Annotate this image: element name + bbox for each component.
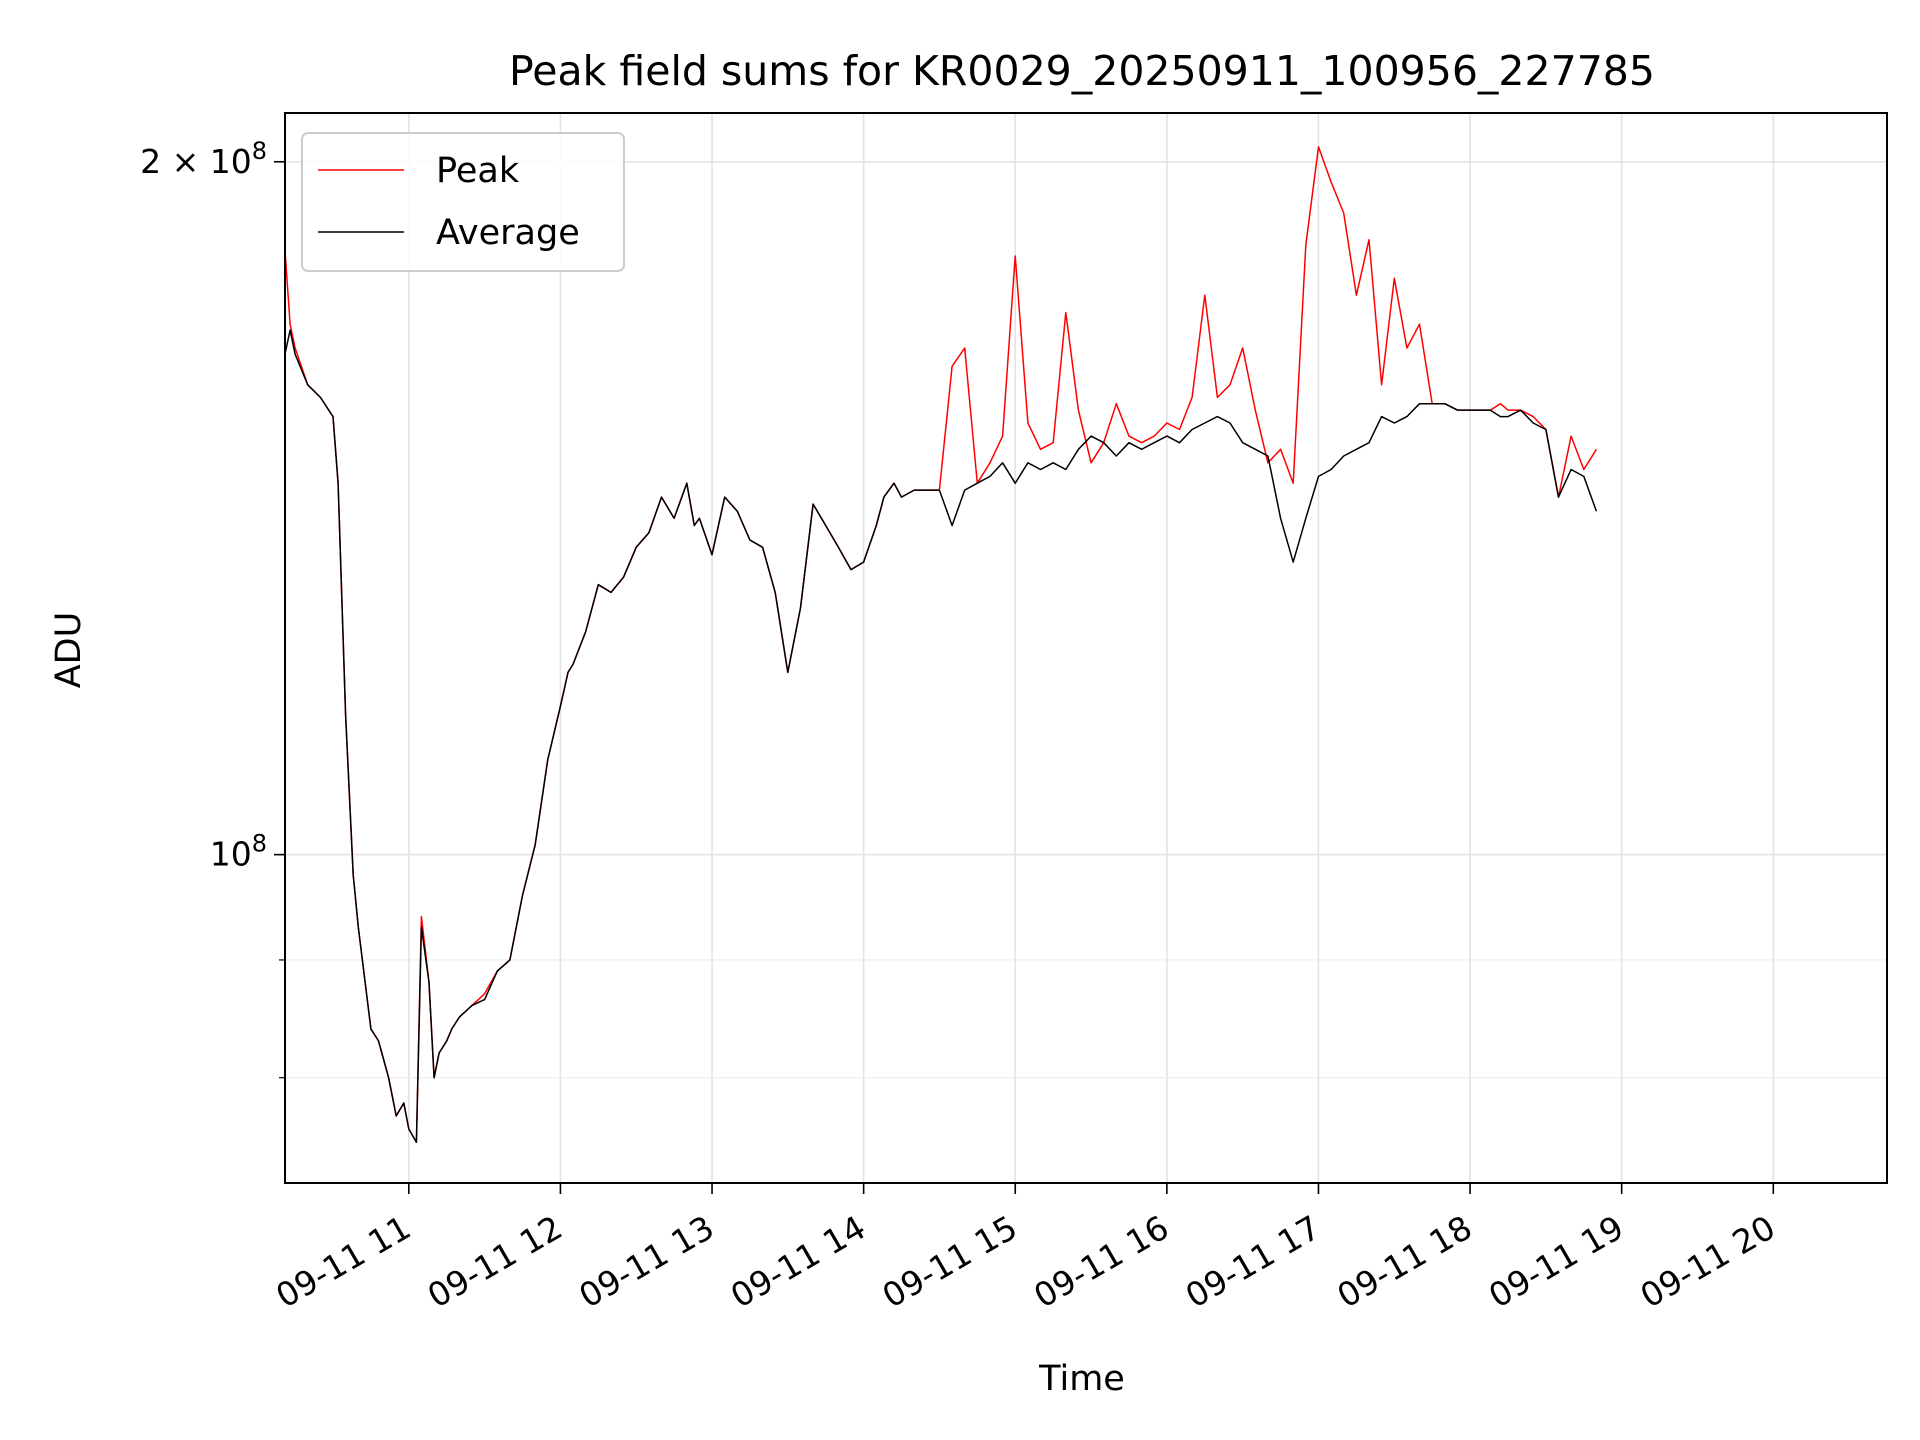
series-line-average: [284, 329, 1598, 1143]
legend-peak-label: Peak: [436, 151, 520, 191]
legend-average-label: Average: [436, 213, 580, 253]
plot-frame: [284, 112, 1888, 1184]
x-axis-label: Time: [1038, 1359, 1125, 1399]
legend-box: [301, 132, 625, 272]
series-layer: [284, 146, 1598, 1143]
y-axis-label: ADU: [49, 612, 89, 689]
y-tick-label: 108: [210, 830, 267, 874]
chart-title: Peak field sums for KR0029_20250911_1009…: [509, 47, 1655, 95]
y-tick-label: 2 × 108: [140, 137, 267, 181]
legend: Peak Average: [301, 132, 625, 272]
